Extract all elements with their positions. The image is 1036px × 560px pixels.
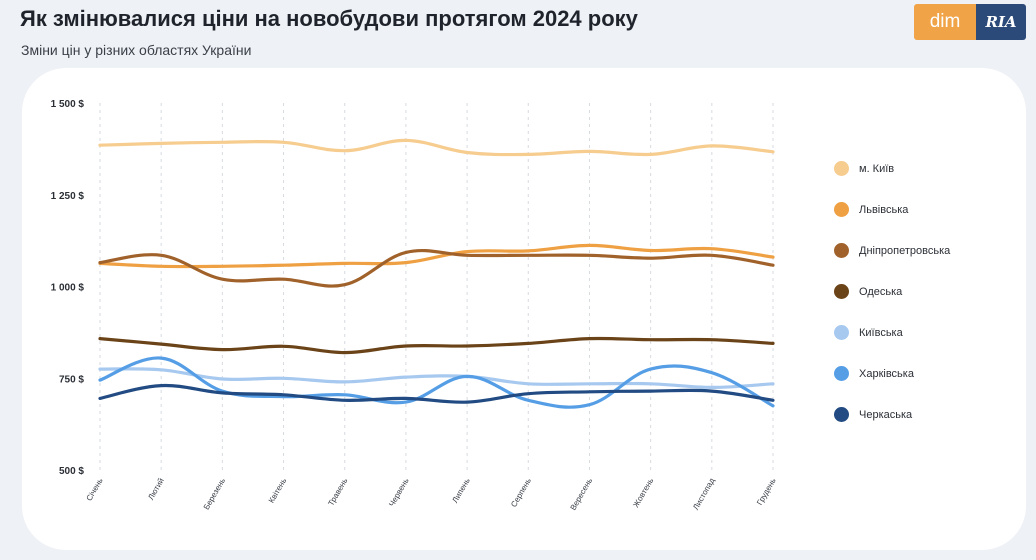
x-tick-label: Липень xyxy=(450,477,471,505)
series-line xyxy=(98,336,775,355)
y-tick-label: 1 500 $ xyxy=(51,99,85,110)
legend-label: Львівська xyxy=(859,203,909,216)
x-tick-label: Червень xyxy=(387,477,411,509)
legend-swatch xyxy=(834,366,849,381)
x-tick-label: Вересень xyxy=(569,477,595,512)
legend-item: Львівська xyxy=(834,189,950,230)
y-tick-label: 500 $ xyxy=(59,466,84,477)
x-tick-label: Грудень xyxy=(755,477,778,507)
legend-label: Дніпропетровська xyxy=(859,244,951,257)
legend-item: Черкаська xyxy=(834,394,950,435)
x-tick-label: Лютий xyxy=(146,477,166,502)
legend-swatch xyxy=(834,202,849,217)
chart-legend: м. Київ Львівська Дніпропетровська Одеська К… xyxy=(834,148,950,435)
x-tick-label: Січень xyxy=(85,477,105,503)
legend-item: Одеська xyxy=(834,271,950,312)
series-line xyxy=(98,243,775,269)
legend-swatch xyxy=(834,284,849,299)
x-tick-label: Березень xyxy=(202,477,227,512)
series-line xyxy=(98,138,775,157)
y-tick-label: 1 250 $ xyxy=(51,191,85,202)
y-tick-label: 1 000 $ xyxy=(51,283,85,294)
series-line xyxy=(98,356,775,409)
legend-swatch xyxy=(834,161,849,176)
series-line xyxy=(98,367,775,389)
series-line xyxy=(98,383,775,404)
legend-item: Дніпропетровська xyxy=(834,230,950,271)
legend-label: Одеська xyxy=(859,285,903,298)
series-line xyxy=(98,248,775,288)
legend-item: Київська xyxy=(834,312,950,353)
legend-label: Черкаська xyxy=(859,408,913,421)
legend-label: м. Київ xyxy=(859,162,895,175)
x-tick-label: Жовтень xyxy=(631,477,655,510)
y-tick-label: 750 $ xyxy=(59,374,84,385)
legend-swatch xyxy=(834,325,849,340)
x-tick-label: Травень xyxy=(326,477,349,508)
legend-swatch xyxy=(834,407,849,422)
x-tick-label: Квітень xyxy=(267,477,288,505)
x-tick-label: Листопад xyxy=(691,476,717,511)
dim-ria-logo[interactable]: dim RIA xyxy=(914,4,1028,42)
legend-item: м. Київ xyxy=(834,148,950,189)
chart-subtitle: Зміни цін у різних областях України xyxy=(21,42,252,58)
chart-card xyxy=(22,68,1026,550)
chart-title: Як змінювалися ціни на новобудови протяг… xyxy=(20,6,638,31)
logo-ria-part: RIA xyxy=(976,4,1026,40)
x-tick-label: Серпень xyxy=(509,477,533,509)
logo-dim-part: dim xyxy=(914,4,976,40)
legend-swatch xyxy=(834,243,849,258)
legend-label: Київська xyxy=(859,326,903,339)
legend-item: Харківська xyxy=(834,353,950,394)
legend-label: Харківська xyxy=(859,367,914,380)
